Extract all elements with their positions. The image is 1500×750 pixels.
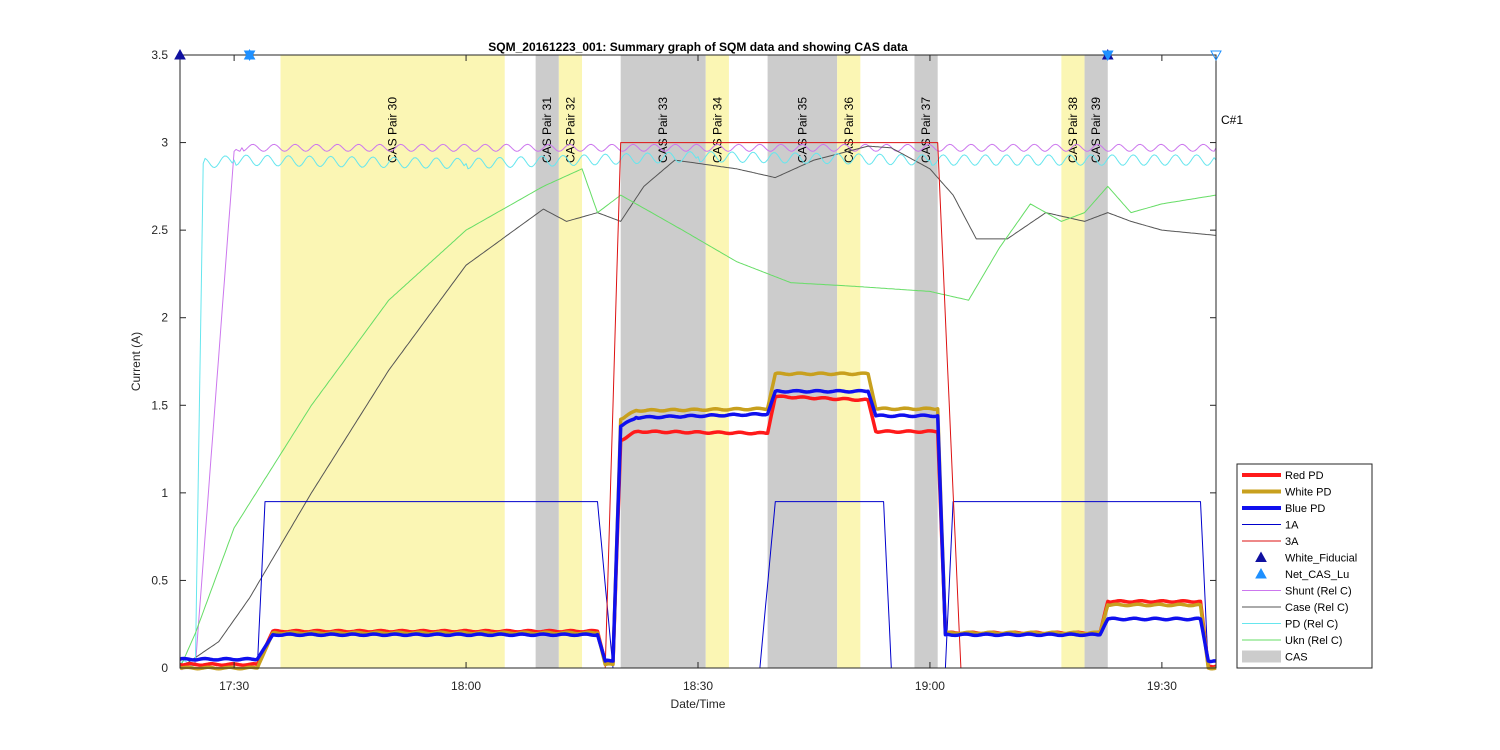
legend-box	[1236, 463, 1373, 669]
y-tick-label: 0.5	[151, 573, 168, 587]
series-line-ukn-rel-c-	[179, 168, 1217, 669]
legend-label: Shunt (Rel C)	[1285, 586, 1352, 598]
chart-title: SQM_20161223_001: Summary graph of SQM d…	[488, 40, 908, 54]
legend-label: PD (Rel C)	[1285, 619, 1338, 631]
series-line-pd-rel-c-	[179, 151, 1217, 669]
marker-net-cas-lu	[1101, 50, 1114, 62]
cas-region	[1084, 55, 1108, 668]
corner-label: C#1	[1221, 113, 1243, 127]
cas-region-label: CAS Pair 37	[919, 97, 933, 163]
cas-region-label: CAS Pair 36	[842, 97, 856, 163]
cas-region	[837, 55, 861, 668]
legend-label: Case (Rel C)	[1285, 602, 1349, 614]
legend-label: Red PD	[1285, 470, 1324, 482]
legend-label: White_Fiducial	[1285, 553, 1357, 565]
y-tick-label: 3.5	[151, 48, 168, 62]
legend-swatch	[1255, 551, 1267, 562]
legend-label: Blue PD	[1285, 503, 1325, 515]
legend-label: Ukn (Rel C)	[1285, 635, 1342, 647]
marker-layer	[174, 48, 1222, 62]
y-axis-label: Current (A)	[129, 332, 143, 391]
x-tick-label: 17:30	[219, 679, 249, 693]
y-tick-label: 2	[161, 311, 168, 325]
cas-region	[914, 55, 938, 668]
cas-region-label: CAS Pair 35	[795, 97, 809, 163]
x-tick-label: 18:30	[683, 679, 713, 693]
y-tick-label: 3	[161, 136, 168, 150]
cas-region-label: CAS Pair 32	[563, 97, 577, 163]
legend-label: 3A	[1285, 536, 1299, 548]
legend-label: Net_CAS_Lu	[1285, 569, 1349, 581]
legend-swatch	[1242, 650, 1281, 663]
legend-label: White PD	[1285, 487, 1332, 499]
y-tick-label: 2.5	[151, 223, 168, 237]
legend-swatch	[1255, 567, 1267, 579]
cas-region-label: CAS Pair 33	[656, 97, 670, 163]
cas-region	[705, 55, 729, 668]
series-line-blue-pd	[179, 388, 1217, 664]
series-line-shunt-rel-c-	[179, 143, 1217, 671]
x-axis-label: Date/Time	[671, 697, 726, 711]
cas-region-label: CAS Pair 31	[540, 97, 554, 163]
cas-region	[535, 55, 559, 668]
cas-region-label: CAS Pair 39	[1089, 97, 1103, 163]
marker-net-cas-lu	[243, 50, 256, 62]
marker-net-cas-lu	[1210, 50, 1222, 62]
cas-region-label: CAS Pair 34	[710, 97, 724, 163]
y-tick-label: 1	[161, 486, 168, 500]
series-line-case-rel-c-	[179, 145, 1217, 669]
y-tick-label: 1.5	[151, 398, 168, 412]
cas-region-label: CAS Pair 38	[1066, 97, 1080, 163]
series-layer	[179, 142, 1217, 671]
x-tick-label: 19:00	[915, 679, 945, 693]
marker-white-fiducial	[174, 48, 186, 60]
cas-region	[558, 55, 583, 668]
legend-label: CAS	[1285, 652, 1308, 664]
x-tick-label: 19:30	[1147, 679, 1177, 693]
cas-region-label: CAS Pair 30	[386, 97, 400, 163]
axis-ticks: 17:30 18:00 18:30 19:00 19:30 0 0.5 1 1.5 2 2.5 3 3.…	[151, 48, 1216, 693]
legend: Red PD White PD Blue PD 1A 3A White_Fiducial N…	[1236, 463, 1373, 669]
legend-label: 1A	[1285, 520, 1299, 532]
cas-region	[280, 55, 505, 668]
cas-region	[1061, 55, 1085, 668]
x-tick-label: 18:00	[451, 679, 481, 693]
y-tick-label: 0	[161, 661, 168, 675]
